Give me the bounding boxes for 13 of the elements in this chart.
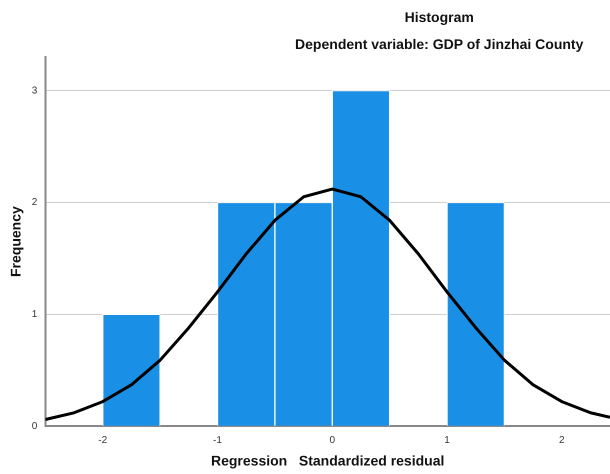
chart-title: Histogram — [404, 8, 474, 25]
x-tick-label: 0 — [329, 434, 336, 446]
x-axis-title: Regression Standardized residual — [210, 452, 444, 468]
y-tick-label: 0 — [32, 420, 38, 432]
y-axis-title: Frequency — [7, 206, 24, 278]
y-tick-label: 3 — [32, 85, 38, 96]
x-tick-label: -1 — [213, 434, 222, 446]
x-tick-label: 2 — [559, 434, 566, 446]
y-tick-label: 2 — [32, 197, 38, 208]
x-tick-label: -2 — [98, 434, 108, 446]
y-tick-label: 1 — [32, 309, 38, 320]
chart-subtitle: Dependent variable: GDP of Jinzhai County — [295, 36, 584, 52]
x-tick-label: 1 — [444, 434, 450, 446]
